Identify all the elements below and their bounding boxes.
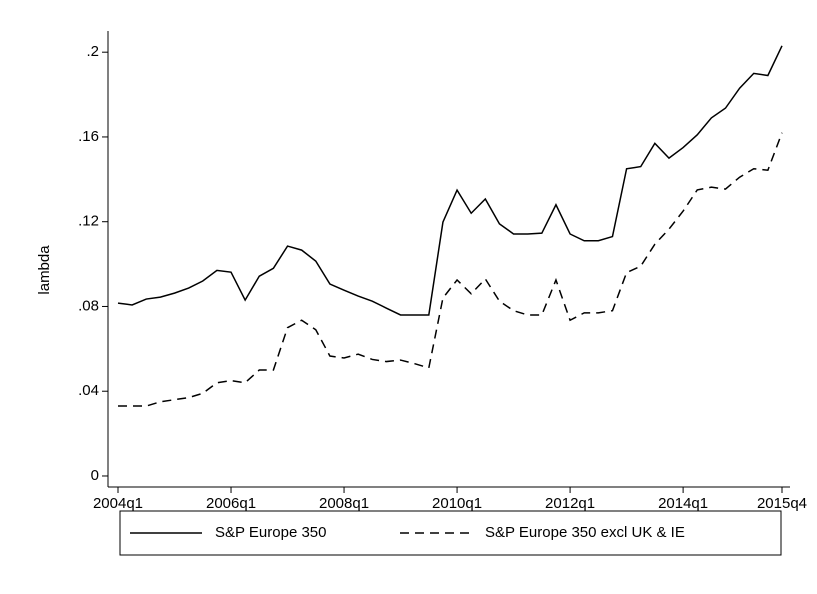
series-line [118,132,783,407]
y-tick-label: .12 [78,213,99,230]
series-line [117,45,783,316]
y-tick-label: .2 [86,43,99,60]
x-tick-label: 2010q1 [432,495,482,512]
x-tick-label: 2004q1 [93,495,143,512]
y-tick-label: .04 [78,382,99,399]
x-tick-label: 2014q1 [658,495,708,512]
x-tick-label: 2015q4 [757,495,807,512]
y-tick-label: 0 [91,467,99,484]
x-tick-label: 2012q1 [545,495,595,512]
y-tick-label: .08 [78,297,99,314]
x-tick-label: 2006q1 [206,495,256,512]
y-axis-label: lambda [36,245,53,295]
legend-box [119,510,782,556]
legend-label: S&P Europe 350 excl UK & IE [485,524,685,541]
legend-label: S&P Europe 350 [215,524,326,541]
x-tick-label: 2008q1 [319,495,369,512]
y-tick-label: .16 [78,128,99,145]
